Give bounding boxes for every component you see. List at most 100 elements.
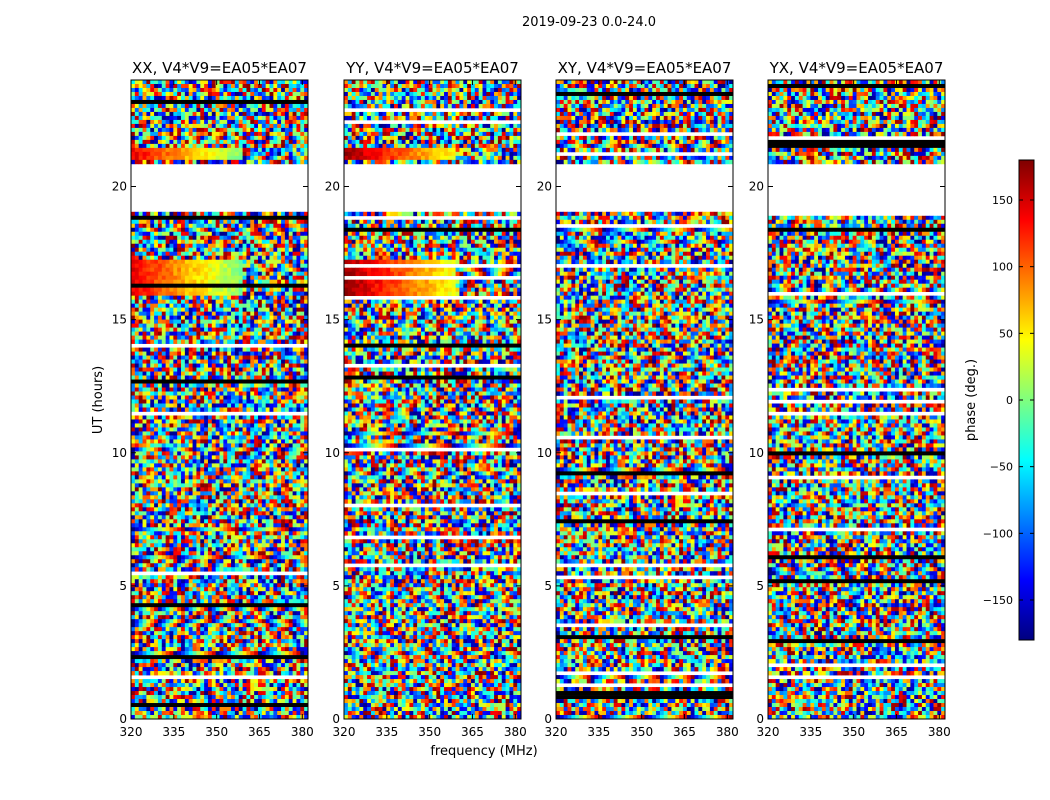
phase-cell <box>173 419 178 424</box>
phase-cell <box>196 403 201 408</box>
phase-cell <box>300 159 305 165</box>
phase-cell <box>246 547 251 552</box>
phase-cell <box>196 319 201 324</box>
phase-cell <box>181 583 186 588</box>
phase-cell <box>304 499 309 504</box>
phase-cell <box>177 539 182 544</box>
phase-cell <box>261 531 267 536</box>
phase-cell <box>300 387 305 392</box>
phase-cell <box>242 543 247 548</box>
phase-cell <box>254 111 259 117</box>
phase-cell <box>292 543 297 548</box>
phase-cell <box>157 575 163 580</box>
phase-cell <box>146 519 151 524</box>
phase-cell <box>184 491 190 496</box>
phase-cell <box>296 367 301 372</box>
phase-cell <box>146 151 151 157</box>
phase-cell <box>173 287 178 293</box>
phase-cell <box>219 159 224 165</box>
phase-cell <box>231 315 236 320</box>
phase-cell <box>134 567 140 572</box>
phase-cell <box>300 131 305 137</box>
phase-cell <box>177 475 182 480</box>
phase-cell <box>173 307 178 312</box>
phase-cell <box>234 399 240 404</box>
phase-cell <box>292 439 297 444</box>
phase-cell <box>304 491 309 496</box>
phase-cell <box>300 463 305 468</box>
phase-cell <box>142 387 147 392</box>
phase-cell <box>269 399 274 404</box>
phase-cell <box>184 315 190 320</box>
phase-cell <box>231 531 236 536</box>
phase-cell <box>223 263 228 269</box>
phase-cell <box>281 419 286 424</box>
phase-cell <box>192 307 197 312</box>
phase-cell <box>265 239 270 245</box>
phase-cell <box>250 463 255 468</box>
phase-cell <box>215 83 220 89</box>
phase-cell <box>304 103 309 109</box>
phase-cell <box>138 223 143 229</box>
phase-cell <box>192 579 197 584</box>
phase-cell <box>223 247 228 253</box>
phase-cell <box>134 95 140 101</box>
phase-cell <box>304 143 309 149</box>
phase-cell <box>154 123 159 129</box>
phase-cell <box>169 327 174 332</box>
phase-cell <box>273 431 278 436</box>
phase-cell <box>304 391 309 396</box>
phase-cell <box>157 127 163 133</box>
phase-cell <box>211 587 217 592</box>
phase-cell <box>273 115 278 121</box>
phase-cell <box>184 435 190 440</box>
phase-cell <box>173 267 178 273</box>
phase-cell <box>161 243 166 249</box>
phase-cell <box>181 547 186 552</box>
phase-cell <box>169 351 174 356</box>
phase-cell <box>238 251 243 257</box>
phase-cell <box>250 539 255 544</box>
phase-cell <box>177 315 182 320</box>
phase-cell <box>269 551 274 556</box>
phase-cell <box>207 87 213 93</box>
phase-cell <box>211 455 217 460</box>
phase-cell <box>161 131 166 137</box>
phase-cell <box>165 359 170 364</box>
phase-cell <box>142 471 147 476</box>
phase-cell <box>250 235 255 241</box>
phase-cell <box>292 479 297 484</box>
phase-cell <box>211 291 217 297</box>
phase-cell <box>181 247 186 253</box>
phase-cell <box>265 107 270 113</box>
phase-cell <box>131 219 136 225</box>
phase-cell <box>138 399 143 404</box>
phase-cell <box>273 211 278 217</box>
phase-cell <box>165 279 170 285</box>
phase-cell <box>173 115 178 121</box>
phase-cell <box>300 211 305 217</box>
phase-cell <box>281 251 286 257</box>
phase-cell <box>165 87 170 93</box>
phase-cell <box>215 143 220 149</box>
phase-cell <box>173 355 178 360</box>
phase-cell <box>131 499 136 504</box>
phase-cell <box>281 435 286 440</box>
phase-cell <box>146 247 151 253</box>
phase-cell <box>181 83 186 89</box>
phase-cell <box>150 295 155 301</box>
phase-cell <box>211 227 217 233</box>
phase-cell <box>246 575 251 580</box>
phase-cell <box>200 427 205 432</box>
phase-cell <box>215 535 220 540</box>
phase-cell <box>169 279 174 285</box>
phase-cell <box>157 491 163 496</box>
phase-cell <box>300 423 305 428</box>
phase-cell <box>300 359 305 364</box>
phase-cell <box>211 523 217 528</box>
phase-cell <box>177 295 182 301</box>
phase-cell <box>181 311 186 316</box>
phase-cell <box>134 551 140 556</box>
phase-cell <box>246 447 251 452</box>
phase-cell <box>215 371 220 376</box>
